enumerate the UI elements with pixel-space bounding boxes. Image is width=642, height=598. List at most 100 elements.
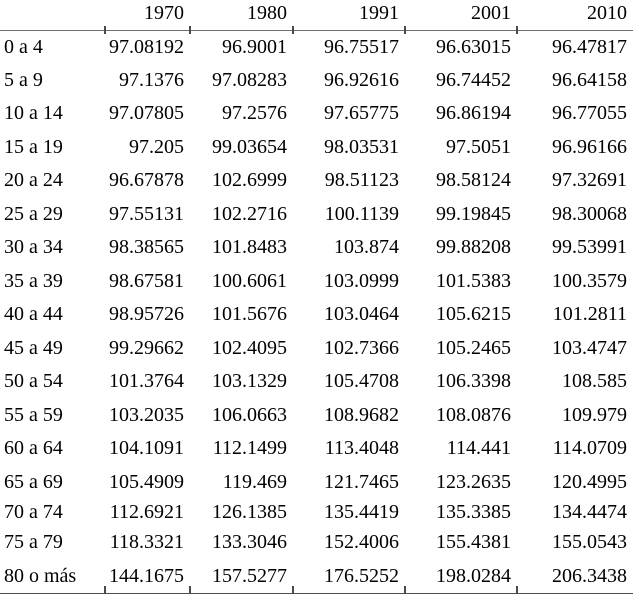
age-group-label: 80 o más [0, 559, 105, 594]
value-cell: 155.0543 [552, 531, 627, 554]
age-group-by-year-table: 1970 1980 1991 2001 2010 0 a 4 97.08192 96.900… [0, 0, 633, 594]
value-cell: 135.4419 [324, 501, 399, 523]
age-group-label: 65 a 69 [4, 470, 63, 493]
value-cell: 106.3398 [436, 370, 511, 393]
age-group-label: 75 a 79 [4, 531, 63, 554]
table-row: 70 a 74 112.6921 126.1385 135.4419 135.3385 1… [0, 499, 633, 526]
value-cell: 96.86194 [436, 102, 511, 125]
table-row: 40 a 44 98.95726 101.5676 103.0464 105.6215 1… [0, 298, 633, 332]
value-cell: 98.30068 [552, 202, 627, 225]
value-cell: 103.0464 [324, 303, 399, 326]
year-column-header: 1970 [105, 0, 190, 31]
value-cell: 96.77055 [552, 102, 627, 125]
value-cell: 105.6215 [436, 303, 511, 326]
age-group-label: 60 a 64 [4, 437, 63, 460]
value-cell: 105.2465 [436, 336, 511, 359]
table-row: 25 a 29 97.55131 102.2716 100.1139 99.19845 9… [0, 198, 633, 232]
value-cell: 97.32691 [552, 169, 627, 192]
table-row: 65 a 69 105.4909 119.469 121.7465 123.2635 12… [0, 466, 633, 500]
age-group-label: 45 a 49 [4, 336, 63, 359]
value-cell: 97.2576 [222, 102, 287, 125]
value-cell: 152.4006 [324, 531, 399, 554]
age-group-label: 10 a 14 [4, 102, 63, 125]
age-group-label: 0 a 4 [4, 35, 43, 58]
value-cell: 100.6061 [212, 269, 287, 292]
value-cell: 98.95726 [109, 303, 184, 326]
value-cell: 106.0663 [212, 403, 287, 426]
value-cell: 114.441 [446, 437, 511, 460]
value-cell: 144.1675 [105, 559, 190, 594]
value-cell: 121.7465 [324, 470, 399, 493]
year-column-header: 2010 [517, 0, 633, 31]
value-cell: 206.3438 [517, 559, 633, 594]
value-cell: 101.5676 [212, 303, 287, 326]
value-cell: 100.3579 [552, 269, 627, 292]
value-cell: 98.67581 [109, 269, 184, 292]
year-column-header: 2001 [405, 0, 517, 31]
value-cell: 133.3046 [212, 531, 287, 554]
table-row: 75 a 79 118.3321 133.3046 152.4006 155.4381 1… [0, 526, 633, 560]
value-cell: 118.3321 [109, 531, 184, 554]
value-cell: 103.4747 [552, 336, 627, 359]
value-cell: 98.51123 [324, 169, 399, 192]
value-cell: 112.1499 [212, 437, 287, 460]
value-cell: 96.92616 [324, 68, 399, 91]
column-boundary-tick [189, 586, 191, 594]
value-cell: 97.65775 [324, 102, 399, 125]
column-boundary-tick [404, 26, 406, 34]
age-group-label: 55 a 59 [4, 403, 63, 426]
value-cell: 103.1329 [212, 370, 287, 393]
value-cell: 97.55131 [109, 202, 184, 225]
value-cell: 99.29662 [109, 336, 184, 359]
age-group-label: 15 a 19 [4, 135, 63, 158]
column-boundary-tick [404, 586, 406, 594]
value-cell: 100.1139 [324, 202, 399, 225]
table-row: 55 a 59 103.2035 106.0663 108.9682 108.0876 1… [0, 399, 633, 433]
table-row: 0 a 4 97.08192 96.9001 96.75517 96.63015 96.4… [0, 30, 633, 64]
table-row: 45 a 49 99.29662 102.4095 102.7366 105.2465 1… [0, 332, 633, 366]
value-cell: 102.6999 [212, 169, 287, 192]
column-boundary-tick [292, 26, 294, 34]
value-cell: 97.5051 [446, 135, 511, 158]
value-cell: 108.585 [562, 370, 627, 393]
value-cell: 104.1091 [109, 437, 184, 460]
value-cell: 101.3764 [109, 370, 184, 393]
age-group-label: 40 a 44 [4, 303, 63, 326]
value-cell: 120.4995 [552, 470, 627, 493]
value-cell: 135.3385 [436, 501, 511, 523]
value-cell: 96.64158 [552, 68, 627, 91]
value-cell: 97.205 [129, 135, 184, 158]
value-cell: 101.5383 [436, 269, 511, 292]
value-cell: 96.96166 [552, 135, 627, 158]
value-cell: 98.58124 [436, 169, 511, 192]
column-boundary-tick [516, 586, 518, 594]
table-row: 80 o más 144.1675 157.5277 176.5252 198.0284… [0, 559, 633, 594]
value-cell: 155.4381 [436, 531, 511, 554]
value-cell: 99.53991 [552, 236, 627, 259]
age-group-label: 30 a 34 [4, 236, 63, 259]
value-cell: 103.0999 [324, 269, 399, 292]
value-cell: 126.1385 [212, 501, 287, 523]
table-row: 10 a 14 97.07805 97.2576 97.65775 96.86194 96… [0, 97, 633, 131]
value-cell: 109.979 [562, 403, 627, 426]
table-row: 50 a 54 101.3764 103.1329 105.4708 106.3398 1… [0, 365, 633, 399]
value-cell: 96.63015 [436, 35, 511, 58]
value-cell: 96.47817 [552, 35, 627, 58]
value-cell: 105.4909 [109, 470, 184, 493]
value-cell: 102.2716 [212, 202, 287, 225]
column-boundary-tick [189, 26, 191, 34]
value-cell: 98.38565 [109, 236, 184, 259]
age-group-label: 25 a 29 [4, 202, 63, 225]
year-column-header: 1980 [190, 0, 293, 31]
value-cell: 176.5252 [293, 559, 405, 594]
value-cell: 103.2035 [109, 403, 184, 426]
value-cell: 157.5277 [190, 559, 293, 594]
table-row: 15 a 19 97.205 99.03654 98.03531 97.5051 96.9… [0, 131, 633, 165]
value-cell: 99.19845 [436, 202, 511, 225]
value-cell: 96.9001 [222, 35, 287, 58]
value-cell: 113.4048 [324, 437, 399, 460]
table-row: 35 a 39 98.67581 100.6061 103.0999 101.5383 1… [0, 265, 633, 299]
value-cell: 108.0876 [436, 403, 511, 426]
table-row: 5 a 9 97.1376 97.08283 96.92616 96.74452 96.6… [0, 64, 633, 98]
